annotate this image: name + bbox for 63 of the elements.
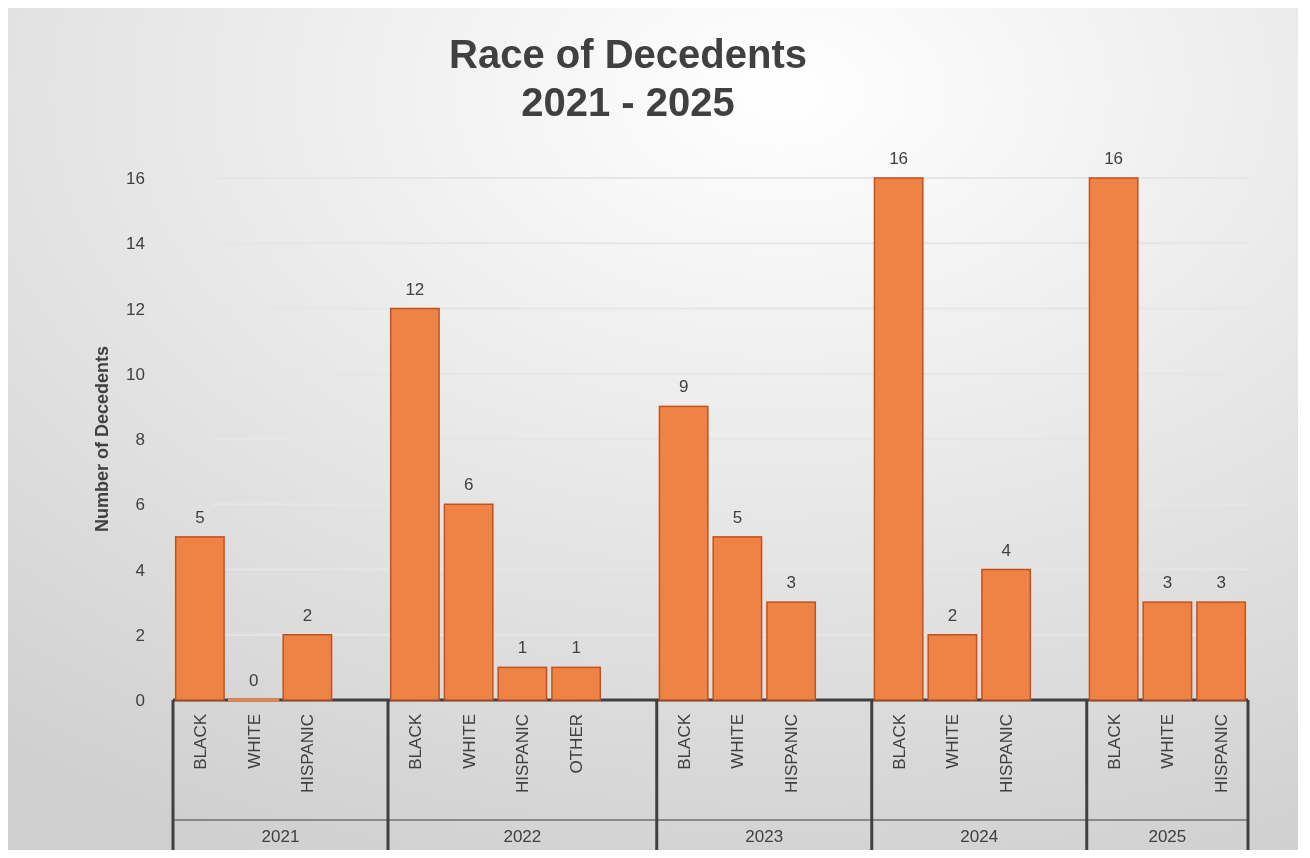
- y-axis-title: Number of Decedents: [92, 345, 112, 533]
- bar: [658, 405, 709, 701]
- data-label: 2: [947, 605, 958, 625]
- data-label: 12: [405, 279, 425, 299]
- data-label: 9: [678, 377, 689, 397]
- x-tick-label: WHITE: [728, 714, 748, 769]
- bar: [712, 536, 763, 701]
- bar: [497, 666, 548, 701]
- x-tick-label: HISPANIC: [997, 714, 1017, 794]
- y-tick-label: 0: [135, 691, 145, 710]
- x-tick-label: HISPANIC: [782, 714, 802, 794]
- y-tick-label: 4: [135, 560, 145, 580]
- y-tick-label: 16: [126, 169, 145, 188]
- x-tick-label: BLACK: [405, 713, 425, 770]
- bar: [873, 177, 924, 701]
- bar: [1088, 177, 1139, 701]
- y-tick-label: 8: [135, 430, 145, 449]
- x-tick-label: BLACK: [889, 713, 909, 770]
- text: 2024: [960, 827, 999, 846]
- x-tick-label: WHITE: [459, 714, 479, 769]
- y-tick-label: 14: [126, 234, 145, 254]
- data-label: 1: [517, 638, 528, 658]
- data-label: 3: [1162, 573, 1173, 593]
- bar: [981, 568, 1032, 701]
- x-tick-label: WHITE: [943, 714, 963, 769]
- bar: [1196, 601, 1247, 701]
- x-tick-label: BLACK: [674, 713, 694, 770]
- text: 2021: [261, 827, 300, 846]
- bar: [282, 634, 333, 701]
- bar: [927, 634, 978, 701]
- text: 2025: [1148, 827, 1187, 846]
- x-tick-label: HISPANIC: [513, 714, 533, 794]
- bar: [174, 536, 225, 701]
- data-label: 5: [732, 507, 743, 527]
- x-tick-label: BLACK: [1104, 713, 1124, 770]
- x-tick-label: HISPANIC: [1212, 714, 1232, 794]
- y-tick-label: 10: [126, 364, 145, 384]
- data-label: 0: [248, 671, 259, 690]
- data-label: 5: [195, 507, 205, 527]
- text: 2022: [503, 827, 542, 846]
- data-label: 16: [1104, 149, 1124, 168]
- text: 2023: [745, 827, 784, 846]
- x-tick-label: OTHER: [567, 714, 587, 774]
- data-label: 1: [571, 638, 581, 658]
- chart-title: Race of Decedents 2021 - 2025: [449, 32, 807, 124]
- y-tick-label: 2: [135, 625, 145, 645]
- data-label: 2: [302, 605, 313, 625]
- bar: [1142, 601, 1193, 701]
- bar: [443, 503, 494, 701]
- data-label: 4: [1001, 540, 1011, 560]
- y-tick-label: 12: [126, 299, 145, 319]
- data-label: 6: [463, 475, 474, 495]
- data-label: 3: [1216, 573, 1226, 593]
- x-tick-label: WHITE: [244, 714, 264, 769]
- x-tick-label: BLACK: [190, 713, 210, 770]
- data-label: 3: [786, 573, 796, 593]
- bar: [551, 666, 602, 701]
- y-tick-label: 6: [135, 495, 145, 515]
- x-tick-label: HISPANIC: [298, 714, 318, 794]
- data-label: 16: [889, 149, 909, 168]
- bar: [766, 601, 817, 701]
- x-tick-label: WHITE: [1158, 714, 1178, 769]
- bar: [389, 307, 440, 701]
